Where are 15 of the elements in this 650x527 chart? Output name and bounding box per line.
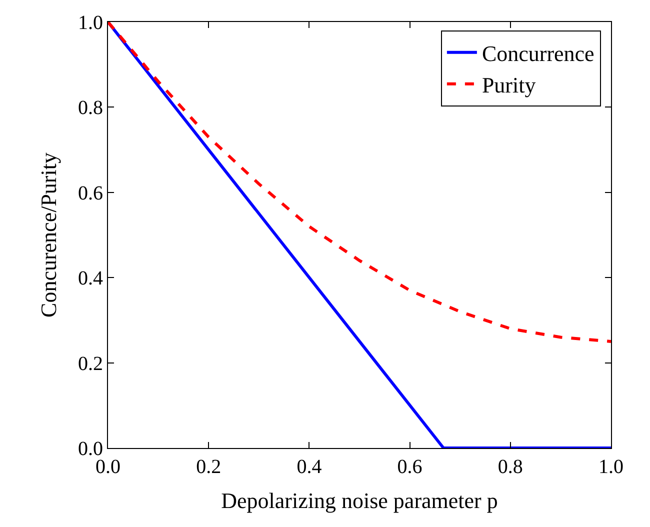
line-series [108,22,611,343]
y-tick-label: 0.2 [78,352,103,375]
y-axis-title: Concurence/Purity [36,152,61,318]
x-tick-label: 0.4 [296,456,322,478]
y-tick-label: 0.4 [78,268,103,290]
y-tick-label: 0.6 [78,182,103,204]
x-tick-label: 0.8 [498,456,523,478]
legend-label: Purity [482,72,536,98]
x-tick-label: 0.6 [397,456,422,478]
y-tick-label: 1.0 [78,12,103,34]
x-axis-title: Depolarizing noise parameter p [221,488,498,513]
x-tick-label: 1.0 [598,456,624,478]
y-tick-label: 0.8 [78,97,103,120]
x-tick-label: 0.2 [196,456,222,478]
legend-label: Concurrence [482,40,594,66]
